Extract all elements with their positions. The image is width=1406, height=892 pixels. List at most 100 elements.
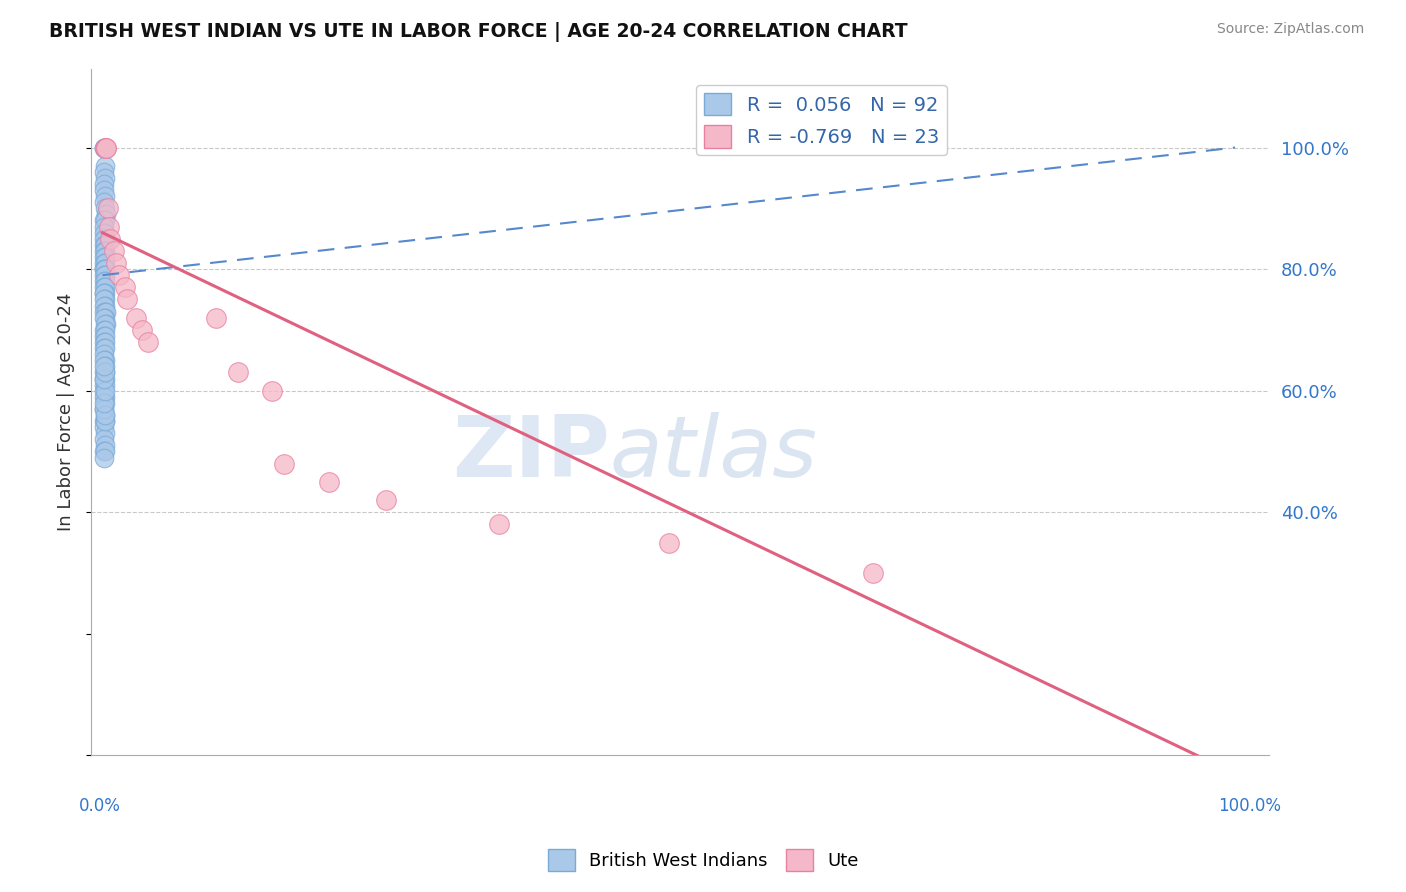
Point: [93, 213, 115, 227]
Point: [93, 347, 115, 361]
Point: [93, 353, 115, 368]
Point: [93, 293, 115, 307]
Point: [93, 256, 115, 270]
Point: [93, 414, 115, 428]
Point: [93, 189, 115, 203]
Point: [93, 371, 115, 385]
Point: [93, 165, 115, 179]
Point: [93, 334, 115, 349]
Point: [93, 317, 115, 331]
Point: [93, 414, 115, 428]
Point: [108, 268, 131, 282]
Point: [93, 299, 115, 313]
Point: [93, 384, 115, 398]
Point: [136, 334, 159, 349]
Point: [93, 274, 115, 288]
Point: [93, 237, 115, 252]
Point: [93, 244, 115, 258]
Point: [93, 334, 115, 349]
Point: [93, 195, 115, 210]
Legend: British West Indians, Ute: British West Indians, Ute: [540, 842, 866, 879]
Point: [93, 213, 115, 227]
Point: [93, 219, 115, 234]
Point: [93, 396, 115, 410]
Point: [93, 262, 115, 277]
Point: [228, 366, 250, 380]
Point: [93, 310, 115, 325]
Point: [93, 310, 115, 325]
Point: [93, 377, 115, 392]
Point: [93, 304, 115, 318]
Point: [93, 359, 115, 374]
Point: [862, 566, 884, 580]
Point: [93, 408, 115, 422]
Point: [93, 226, 115, 240]
Point: [125, 310, 148, 325]
Point: [93, 170, 115, 185]
Point: [93, 183, 115, 197]
Point: [93, 262, 115, 277]
Point: [93, 268, 115, 282]
Point: [93, 274, 115, 288]
Text: 100.0%: 100.0%: [1218, 797, 1281, 814]
Point: [93, 377, 115, 392]
Text: BRITISH WEST INDIAN VS UTE IN LABOR FORCE | AGE 20-24 CORRELATION CHART: BRITISH WEST INDIAN VS UTE IN LABOR FORC…: [49, 22, 908, 42]
Point: [93, 140, 115, 154]
Point: [318, 475, 340, 489]
Point: [93, 366, 115, 380]
Point: [93, 401, 115, 416]
Point: [93, 237, 115, 252]
Point: [374, 493, 396, 508]
Point: [93, 304, 115, 318]
Text: atlas: atlas: [609, 411, 817, 495]
Point: [204, 310, 226, 325]
Point: [93, 177, 115, 191]
Point: [93, 262, 115, 277]
Point: [93, 408, 115, 422]
Point: [93, 396, 115, 410]
Point: [93, 329, 115, 343]
Point: [93, 293, 115, 307]
Point: [93, 140, 115, 154]
Point: [93, 371, 115, 385]
Text: 0.0%: 0.0%: [79, 797, 121, 814]
Point: [94, 140, 117, 154]
Point: [93, 426, 115, 441]
Text: ZIP: ZIP: [451, 411, 609, 495]
Point: [93, 444, 115, 458]
Point: [93, 432, 115, 446]
Point: [98, 219, 121, 234]
Point: [93, 280, 115, 294]
Point: [94, 207, 117, 221]
Point: [93, 444, 115, 458]
Point: [93, 256, 115, 270]
Point: [94, 140, 117, 154]
Point: [93, 401, 115, 416]
Point: [114, 280, 136, 294]
Point: [93, 390, 115, 404]
Point: [93, 140, 115, 154]
Point: [93, 250, 115, 264]
Point: [93, 390, 115, 404]
Point: [93, 384, 115, 398]
Point: [93, 366, 115, 380]
Point: [658, 535, 681, 549]
Point: [93, 286, 115, 301]
Point: [93, 323, 115, 337]
Point: [117, 293, 139, 307]
Point: [93, 286, 115, 301]
Point: [93, 244, 115, 258]
Point: [93, 366, 115, 380]
Legend: R =  0.056   N = 92, R = -0.769   N = 23: R = 0.056 N = 92, R = -0.769 N = 23: [696, 85, 946, 155]
Point: [100, 232, 122, 246]
Point: [93, 140, 115, 154]
Point: [131, 323, 153, 337]
Point: [93, 438, 115, 452]
Point: [273, 457, 295, 471]
Point: [105, 256, 128, 270]
Point: [93, 323, 115, 337]
Point: [94, 304, 117, 318]
Point: [93, 414, 115, 428]
Point: [93, 250, 115, 264]
Point: [93, 450, 115, 465]
